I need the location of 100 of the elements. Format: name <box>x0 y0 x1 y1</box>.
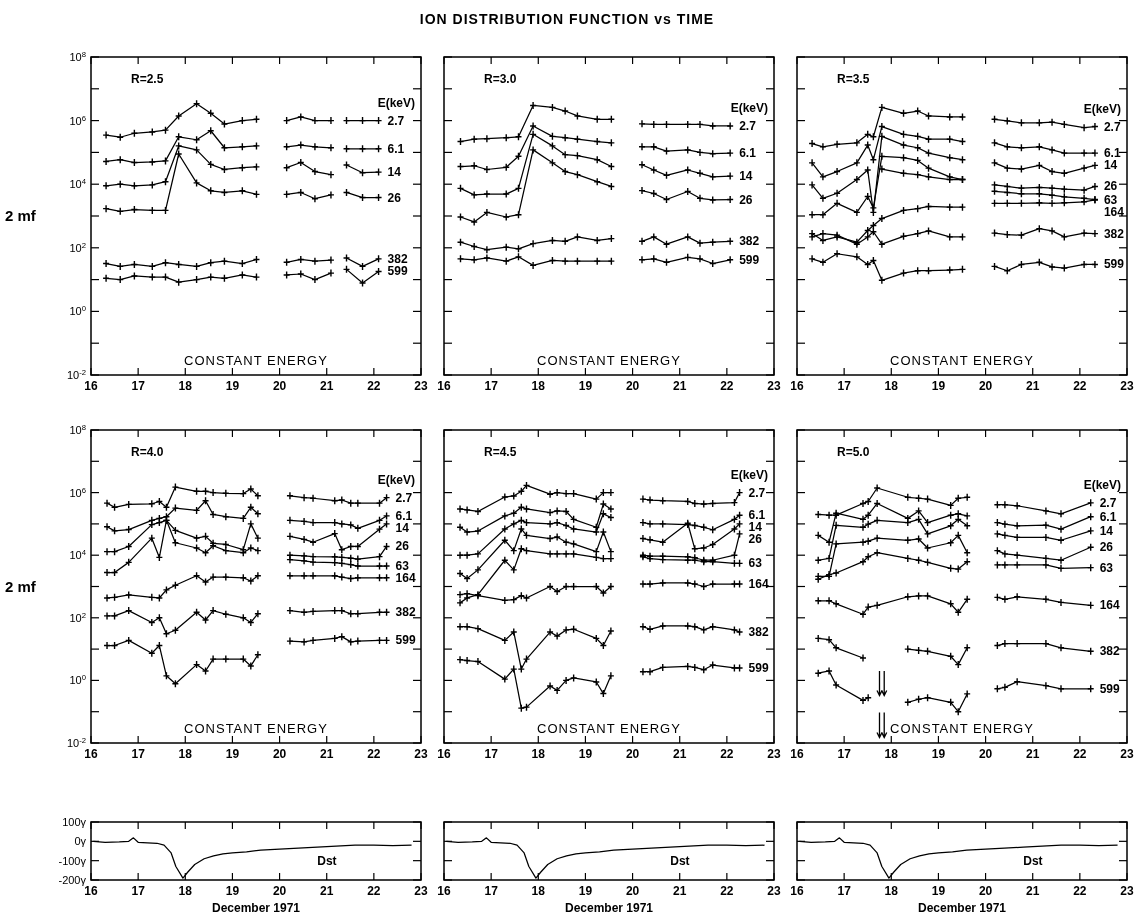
x-tick-label: 18 <box>531 379 546 393</box>
series-label: Dst <box>670 854 690 869</box>
legend-label: 2.7 <box>395 490 413 505</box>
series-label: 14 <box>387 165 402 180</box>
y-tick-label: 10$^{2}$ <box>69 240 86 254</box>
x-tick-label: 17 <box>837 379 852 393</box>
x-axis-title: December 1971 <box>917 901 1007 915</box>
x-tick-label: 18 <box>531 747 546 761</box>
x-tick-label: 17 <box>484 884 499 898</box>
legend-title: E(keV) <box>1083 101 1121 116</box>
annotation: CONSTANT ENERGY <box>184 721 328 736</box>
annotation: CONSTANT ENERGY <box>184 353 328 368</box>
x-tick-label: 16 <box>437 747 451 761</box>
x-tick-label: 19 <box>225 884 240 898</box>
x-axis-title: December 1971 <box>564 901 654 915</box>
y-tick-label: 10$^{6}$ <box>69 113 86 127</box>
x-tick-label: 23 <box>414 747 428 761</box>
series-label: 382 <box>387 251 408 266</box>
y-tick-label: 10$^{2}$ <box>69 610 86 624</box>
legend-label: 599 <box>1099 681 1121 696</box>
x-tick-label: 17 <box>484 379 499 393</box>
y-tick-label: 10$^{-2}$ <box>66 367 86 381</box>
x-tick-label: 21 <box>1026 379 1040 393</box>
annotation: R=4.0 <box>131 445 164 459</box>
x-tick-label: 22 <box>720 747 734 761</box>
x-tick-label: 23 <box>767 884 781 898</box>
legend-label: 382 <box>1103 226 1125 241</box>
legend-title: E(keV) <box>730 100 768 115</box>
x-tick-label: 21 <box>673 379 687 393</box>
x-tick-label: 16 <box>437 884 451 898</box>
x-tick-label: 20 <box>272 884 287 898</box>
legend-label: 14 <box>1103 158 1118 173</box>
annotation: R=3.0 <box>484 72 517 86</box>
x-tick-label: 19 <box>225 747 240 761</box>
series-label: 26 <box>739 192 753 207</box>
series-label: Dst <box>317 854 337 869</box>
series-label: 599 <box>739 252 760 267</box>
legend-label: 164 <box>1099 598 1121 613</box>
legend-label: 63 <box>1099 560 1114 575</box>
annotation: CONSTANT ENERGY <box>890 353 1034 368</box>
x-tick-label: 22 <box>1073 884 1087 898</box>
series-label: 26 <box>395 539 410 554</box>
x-tick-label: 20 <box>978 884 993 898</box>
series-label: 63 <box>395 559 410 574</box>
x-tick-label: 22 <box>367 884 381 898</box>
series-label: 26 <box>387 190 402 205</box>
y-tick-label: 10$^{6}$ <box>69 485 86 499</box>
x-tick-label: 22 <box>1073 747 1087 761</box>
series-label: 6.1 <box>748 508 766 523</box>
annotation: CONSTANT ENERGY <box>537 721 681 736</box>
x-tick-label: 16 <box>84 884 98 898</box>
x-tick-label: 17 <box>131 379 146 393</box>
x-tick-label: 18 <box>531 884 546 898</box>
y-axis-title: 2 mf <box>5 207 37 224</box>
x-tick-label: 19 <box>578 747 593 761</box>
y-tick-label: 10$^{4}$ <box>69 176 87 191</box>
legend-label: 6.1 <box>739 146 757 161</box>
legend-label: 599 <box>1103 257 1125 272</box>
x-tick-label: 18 <box>178 379 193 393</box>
x-tick-label: 20 <box>978 747 993 761</box>
series-label: 26 <box>748 532 763 547</box>
x-tick-label: 19 <box>225 379 240 393</box>
legend-label: 2.7 <box>387 113 405 128</box>
series-label: Dst <box>1023 854 1043 869</box>
x-tick-label: 23 <box>1120 884 1134 898</box>
y-tick-label: -100γ <box>58 854 87 867</box>
x-tick-label: 19 <box>931 379 946 393</box>
legend-label: 382 <box>395 605 416 620</box>
legend-label: 599 <box>387 264 408 279</box>
x-tick-label: 20 <box>625 747 640 761</box>
y-tick-label: 10$^{0}$ <box>69 672 86 687</box>
annotation: CONSTANT ENERGY <box>890 721 1034 736</box>
x-tick-label: 17 <box>837 884 852 898</box>
x-tick-label: 21 <box>1026 747 1040 761</box>
x-tick-label: 19 <box>931 747 946 761</box>
legend-title: E(keV) <box>377 472 415 487</box>
x-tick-label: 22 <box>720 884 734 898</box>
x-tick-label: 19 <box>931 884 946 898</box>
legend-label: 6.1 <box>395 508 413 523</box>
x-tick-label: 23 <box>767 747 781 761</box>
annotation: R=2.5 <box>131 72 164 86</box>
legend-title: E(keV) <box>377 95 415 110</box>
x-tick-label: 21 <box>673 884 687 898</box>
x-tick-label: 21 <box>673 747 687 761</box>
legend-label: 2.7 <box>1099 495 1117 510</box>
x-axis-title: December 1971 <box>211 901 301 915</box>
y-tick-label: 0γ <box>74 835 87 848</box>
x-tick-label: 16 <box>790 884 804 898</box>
legend-label: 63 <box>748 556 763 571</box>
x-tick-label: 16 <box>790 747 804 761</box>
x-tick-label: 16 <box>790 379 804 393</box>
x-tick-label: 22 <box>720 379 734 393</box>
series-label: 164 <box>748 577 769 592</box>
x-tick-label: 21 <box>320 747 334 761</box>
x-tick-label: 18 <box>178 884 193 898</box>
x-tick-label: 16 <box>84 747 98 761</box>
x-tick-label: 23 <box>414 884 428 898</box>
legend-label: 14 <box>1099 523 1114 538</box>
series-label: 14 <box>395 520 410 535</box>
legend-label: 6.1 <box>387 141 405 156</box>
